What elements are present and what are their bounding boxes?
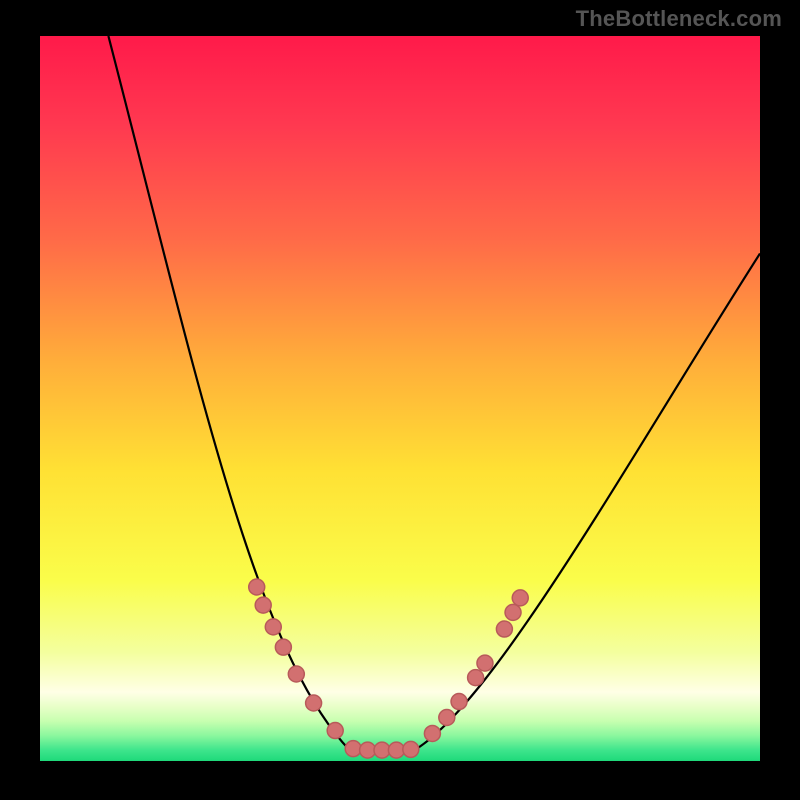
data-marker	[512, 590, 528, 606]
data-marker	[451, 694, 467, 710]
data-marker	[327, 723, 343, 739]
data-marker	[468, 670, 484, 686]
data-marker	[275, 639, 291, 655]
data-marker	[374, 742, 390, 758]
watermark-text: TheBottleneck.com	[576, 6, 782, 32]
plot-area	[40, 36, 760, 761]
data-marker	[388, 742, 404, 758]
data-marker	[255, 597, 271, 613]
gradient-background	[40, 36, 760, 761]
data-marker	[424, 725, 440, 741]
data-marker	[265, 619, 281, 635]
data-marker	[505, 604, 521, 620]
data-marker	[345, 741, 361, 757]
data-marker	[306, 695, 322, 711]
data-marker	[496, 621, 512, 637]
data-marker	[403, 741, 419, 757]
data-marker	[249, 579, 265, 595]
chart-svg	[40, 36, 760, 761]
data-marker	[288, 666, 304, 682]
data-marker	[360, 742, 376, 758]
data-marker	[477, 655, 493, 671]
data-marker	[439, 710, 455, 726]
